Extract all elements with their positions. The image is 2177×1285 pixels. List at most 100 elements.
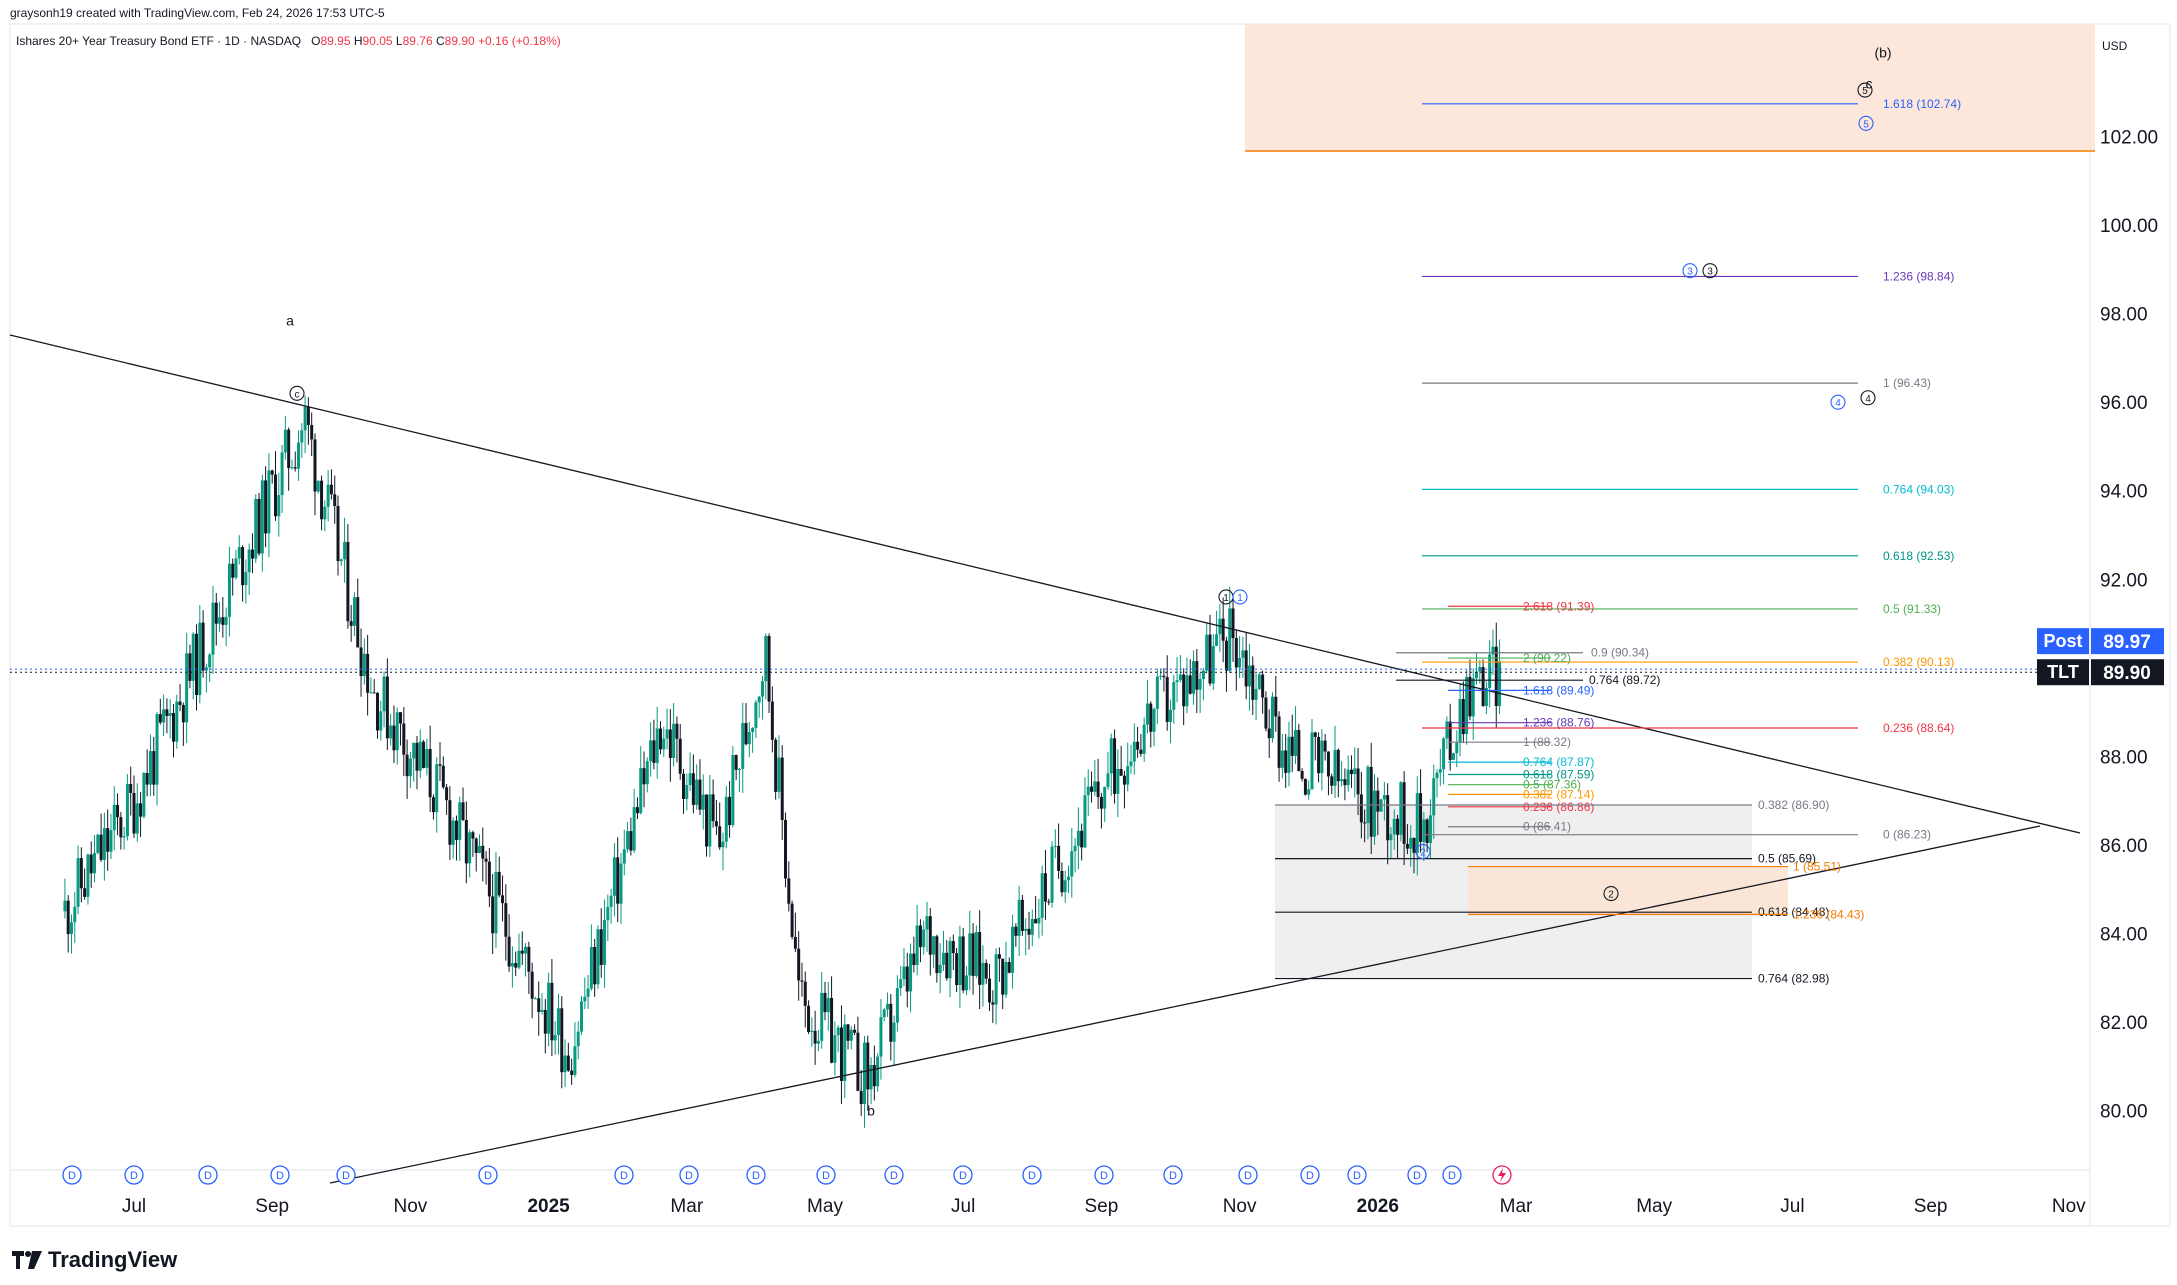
candle-body — [1254, 689, 1258, 700]
candle-body — [1162, 675, 1166, 678]
candle-body — [626, 831, 630, 850]
candle-body — [175, 701, 179, 742]
candle-body — [171, 712, 175, 742]
candle-body — [283, 429, 287, 453]
dividend-marker[interactable] — [1347, 1165, 1367, 1185]
fib-level-label: 0.764 (89.72) — [1589, 673, 1660, 687]
candle-body — [188, 653, 192, 681]
time-axis[interactable]: Jul Sep Nov 2025 Mar May Jul Sep Nov 2026 Mar May Ju… — [122, 1196, 2086, 1217]
candle-body — [876, 1056, 880, 1087]
candle-body — [728, 796, 732, 826]
fib-level-label: 0.382 (90.13) — [1883, 655, 1954, 669]
fib-level-label: 0.764 (82.98) — [1758, 972, 1829, 986]
candle-body — [1043, 873, 1047, 902]
candle-body — [181, 705, 185, 723]
candle-body — [1159, 675, 1163, 677]
dividend-marker[interactable] — [884, 1165, 904, 1185]
fib-level-label: 0.5 (87.36) — [1523, 778, 1581, 792]
dividend-marker[interactable] — [1407, 1165, 1427, 1185]
candle-body — [655, 728, 659, 763]
candle-body — [678, 738, 682, 774]
candle-body — [1389, 834, 1393, 841]
dividend-marker[interactable] — [198, 1165, 218, 1185]
zones-layer — [1245, 24, 2095, 978]
candle-body — [1448, 721, 1452, 760]
candle-body — [790, 903, 794, 937]
y-tick-label: 102.00 — [2100, 128, 2158, 149]
candle-body — [1353, 768, 1357, 775]
candle-body — [260, 480, 264, 554]
candle-body — [1070, 851, 1074, 877]
candle-body — [1086, 786, 1090, 796]
candle-body — [988, 978, 992, 1003]
y-tick-label: 86.00 — [2100, 836, 2148, 857]
tradingview-logo[interactable]: TradingView — [12, 1247, 177, 1273]
candle-body — [734, 755, 738, 770]
candle-body — [820, 992, 824, 1041]
candle-body — [339, 559, 343, 562]
candle-body — [208, 654, 212, 668]
y-tick-label: 84.00 — [2100, 924, 2148, 945]
open-label: O — [311, 34, 321, 48]
dividend-marker[interactable] — [1238, 1165, 1258, 1185]
candle-body — [658, 728, 662, 750]
dividend-marker[interactable] — [614, 1165, 634, 1185]
candle-body — [300, 430, 304, 443]
candle-body — [454, 820, 458, 840]
y-tick-label: 100.00 — [2100, 216, 2158, 237]
candle-body — [155, 714, 159, 785]
candle-body — [839, 1027, 843, 1081]
candle-body — [537, 998, 541, 1012]
dividend-marker[interactable] — [679, 1165, 699, 1185]
candle-body — [112, 804, 116, 831]
dividend-marker[interactable] — [336, 1165, 356, 1185]
candle-body — [448, 800, 452, 845]
fib-level-label: 1 (85.51) — [1793, 860, 1841, 874]
dividend-marker[interactable] — [746, 1165, 766, 1185]
dividend-marker[interactable] — [953, 1165, 973, 1185]
candle-body — [1136, 741, 1140, 750]
candle-body — [886, 1003, 890, 1010]
candle-body — [1412, 837, 1416, 853]
candle-body — [491, 896, 495, 934]
candle-body — [803, 981, 807, 1006]
candle-body — [316, 480, 320, 492]
candle-body — [392, 725, 396, 751]
ascending-trendline[interactable] — [329, 825, 2041, 1184]
dividend-marker[interactable] — [1163, 1165, 1183, 1185]
dividend-marker[interactable] — [1442, 1165, 1462, 1185]
candle-body — [241, 547, 245, 586]
dividend-marker[interactable] — [1022, 1165, 1042, 1185]
candle-body — [905, 966, 909, 992]
x-tick-label: May — [1636, 1196, 1672, 1217]
dividend-marker[interactable] — [816, 1165, 836, 1185]
candle-body — [451, 820, 455, 845]
candle-body — [297, 442, 301, 469]
candle-body — [1201, 670, 1205, 680]
candle-body — [76, 858, 80, 907]
candle-body — [494, 871, 498, 934]
circled-wave-marker — [1830, 394, 1846, 410]
symbol-name: Ishares 20+ Year Treasury Bond ETF · 1D … — [16, 34, 302, 48]
dividend-marker[interactable] — [270, 1165, 290, 1185]
x-tick-label: Sep — [255, 1196, 289, 1217]
dividend-marker[interactable] — [1094, 1165, 1114, 1185]
candle-body — [767, 636, 771, 702]
dividend-marker[interactable] — [62, 1165, 82, 1185]
dividend-marker[interactable] — [478, 1165, 498, 1185]
candle-body — [362, 653, 366, 677]
candle-body — [418, 741, 422, 771]
dividend-marker-label: D — [620, 1170, 628, 1182]
dividend-marker[interactable] — [1300, 1165, 1320, 1185]
candle-body — [349, 621, 353, 626]
candle-body — [116, 804, 120, 818]
candle-body — [1451, 753, 1455, 760]
descending-trendline[interactable] — [9, 334, 2081, 834]
dividend-marker[interactable] — [124, 1165, 144, 1185]
symbol-legend: Ishares 20+ Year Treasury Bond ETF · 1D … — [16, 34, 561, 48]
candle-body — [471, 832, 475, 839]
price-axis[interactable]: USD80.0082.0084.0086.0088.0090.0092.0094… — [2100, 39, 2158, 1123]
candle-body — [882, 1009, 886, 1018]
candle-body — [826, 998, 830, 1013]
